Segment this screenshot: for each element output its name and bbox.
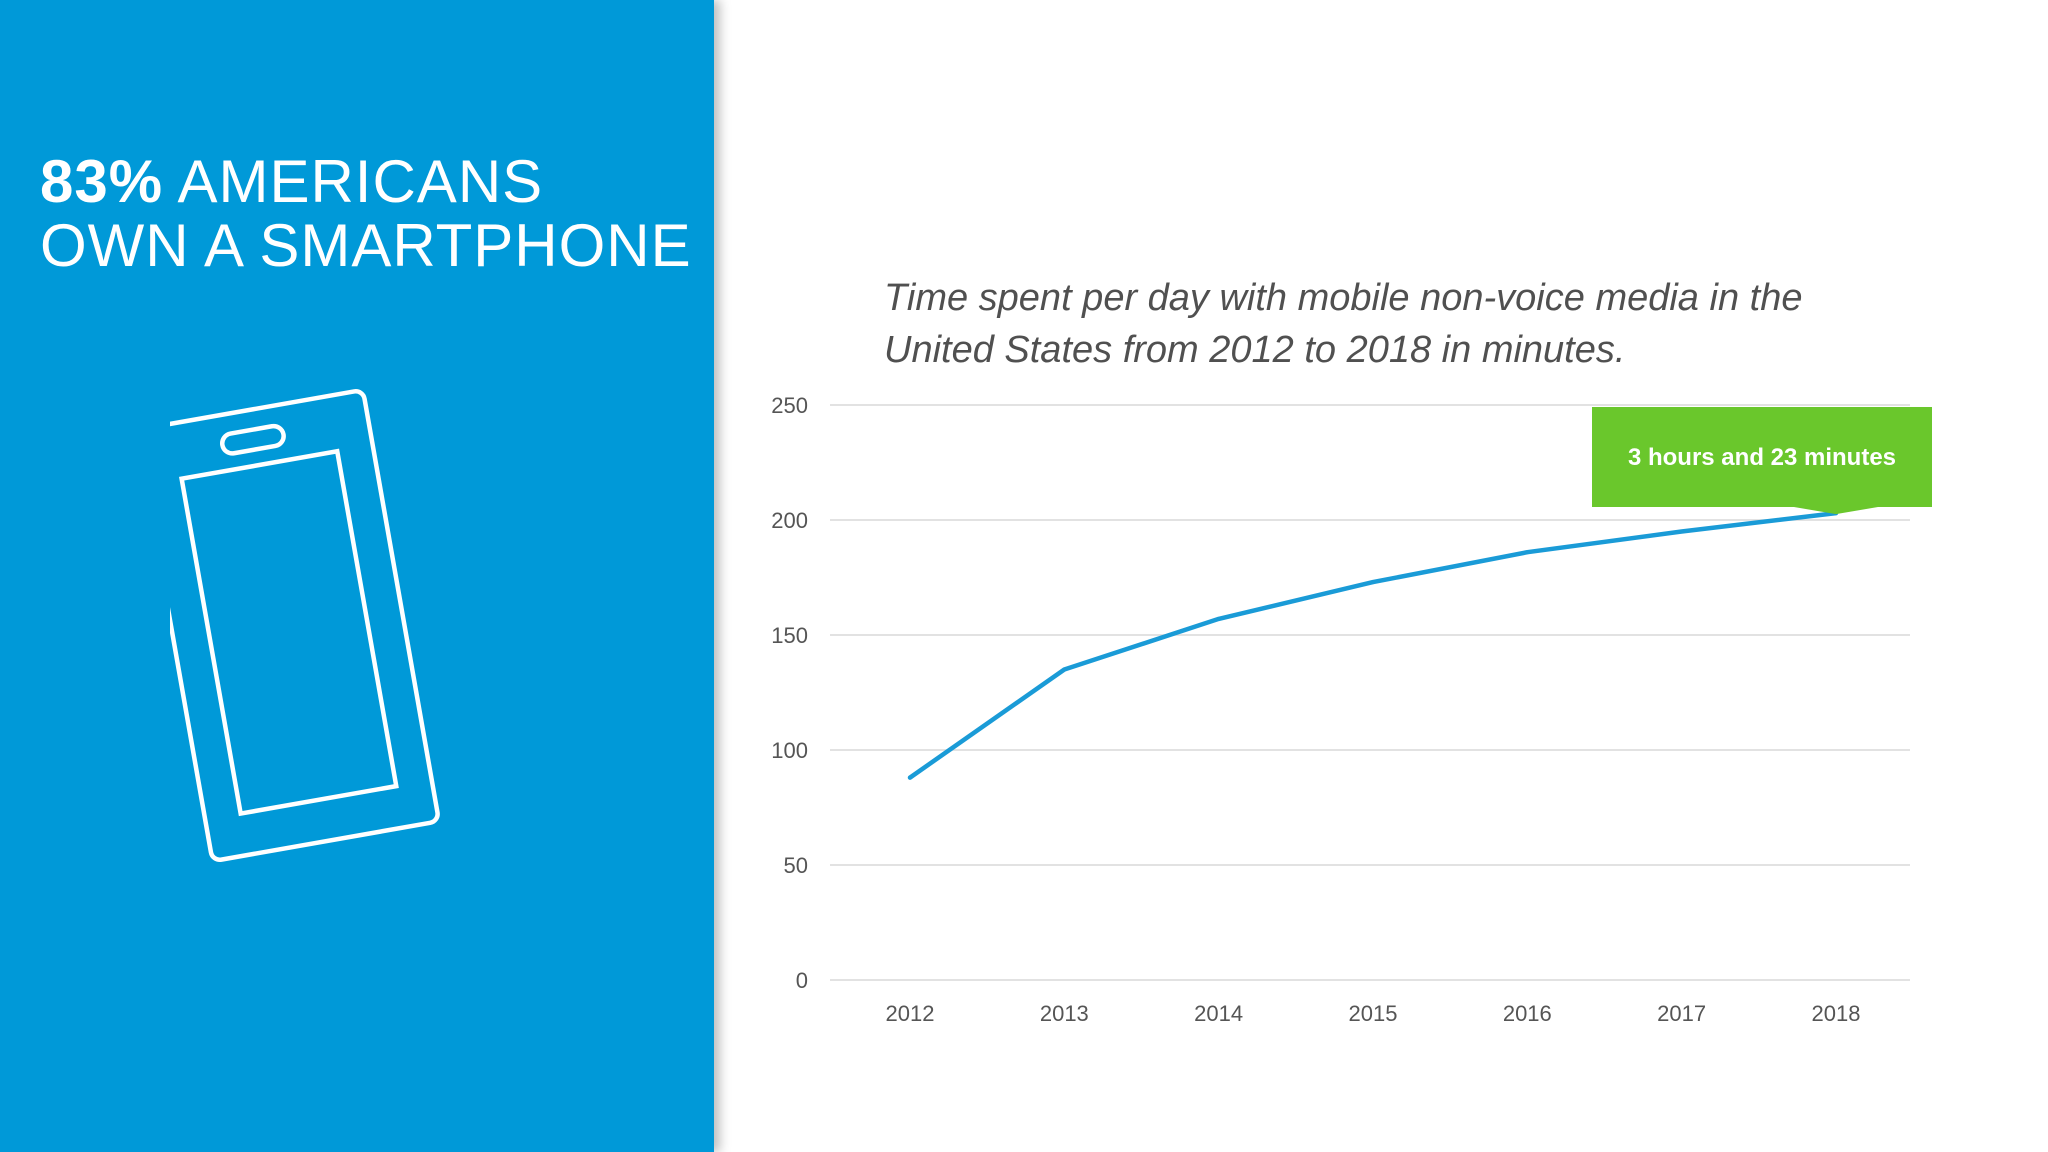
callout-pointer: [1793, 507, 1878, 515]
data-point: [1216, 616, 1221, 621]
data-point: [1525, 550, 1530, 555]
callout-label: 3 hours and 23 minutes: [1628, 444, 1896, 471]
data-point: [1370, 580, 1375, 585]
headline-percent: 83%: [40, 148, 164, 215]
left-panel: 83% AMERICANS OWN A SMARTPHONE: [0, 0, 714, 1152]
y-tick-label: 250: [771, 393, 808, 418]
data-point: [1062, 667, 1067, 672]
x-tick-label: 2013: [1040, 1001, 1089, 1026]
smartphone-icon: [170, 389, 440, 863]
callout-box: [1592, 407, 1932, 507]
x-tick-label: 2012: [886, 1001, 935, 1026]
y-tick-label: 100: [771, 738, 808, 763]
x-tick-label: 2016: [1503, 1001, 1552, 1026]
x-tick-label: 2017: [1657, 1001, 1706, 1026]
y-tick-label: 200: [771, 508, 808, 533]
series-line: [907, 510, 1839, 780]
y-tick-label: 150: [771, 623, 808, 648]
x-tick-label: 2015: [1349, 1001, 1398, 1026]
headline-line-2: OWN A SMARTPHONE: [40, 212, 692, 279]
data-point: [908, 775, 912, 780]
data-point: [1679, 529, 1684, 534]
x-tick-label: 2018: [1812, 1001, 1861, 1026]
headline-line-1: 83% AMERICANS: [40, 150, 692, 214]
chart-title: Time spent per day with mobile non-voice…: [884, 277, 1803, 371]
headline: 83% AMERICANS OWN A SMARTPHONE: [40, 150, 692, 278]
y-tick-label: 0: [796, 968, 808, 993]
headline-americans: AMERICANS: [163, 148, 544, 215]
x-tick-label: 2014: [1194, 1001, 1243, 1026]
y-tick-label: 50: [784, 853, 808, 878]
